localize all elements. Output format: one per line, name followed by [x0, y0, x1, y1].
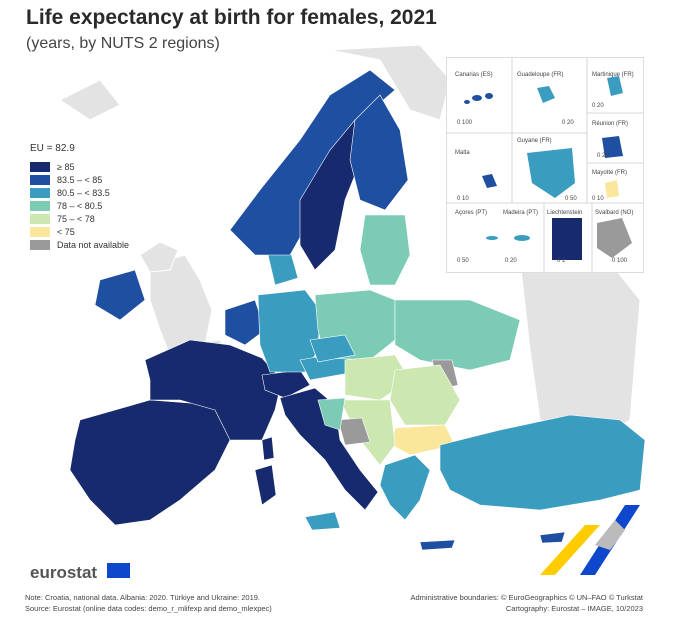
legend-swatch [30, 226, 50, 237]
inset-scale: 0 50 [457, 258, 469, 264]
inset-label-canarias: Canarias (ES) [455, 72, 493, 78]
region-corsica [261, 436, 275, 461]
legend-swatch [30, 187, 50, 198]
inset-label-mayotte: Mayotte (FR) [592, 170, 628, 176]
legend-item: 75 – < 78 [30, 212, 129, 225]
inset-label-reunion: Réunion (FR) [592, 121, 629, 127]
region-crete [419, 539, 456, 551]
legend-swatch [30, 161, 50, 172]
inset-scale: 0 10 [457, 196, 469, 202]
region-greece [379, 454, 431, 521]
eurostat-logo: eurostat [30, 563, 98, 582]
inset-label-guadeloupe: Guadeloupe (FR) [517, 72, 564, 78]
legend-label: 80.5 – < 83.5 [57, 187, 110, 198]
inset-panel: Canarias (ES) Guadeloupe (FR) Martinique… [446, 57, 644, 273]
inset-scale: 0 20 [597, 153, 609, 159]
region-czechia [309, 334, 356, 363]
inset-shapes [464, 76, 632, 260]
footer-right: Administrative boundaries: © EuroGeograp… [410, 592, 643, 614]
inset-scale: 0 1 [557, 258, 566, 264]
legend-item: ≥ 85 [30, 160, 129, 173]
eu-flag-icon [107, 563, 130, 578]
legend-swatch [30, 239, 50, 250]
footer-cartography: Cartography: Eurostat – IMAGE, 10/2023 [505, 604, 643, 613]
map-subtitle: (years, by NUTS 2 regions) [26, 35, 220, 52]
legend-label: ≥ 85 [57, 161, 75, 172]
inset-scale: 0 100 [612, 258, 628, 264]
legend-label: < 75 [57, 226, 75, 237]
legend-label: 83.5 – < 85 [57, 174, 103, 185]
inset-label-madeira: Madeira (PT) [503, 210, 539, 216]
region-benelux [224, 299, 266, 346]
inset-scale: 0 20 [505, 258, 517, 264]
region-sweden [299, 119, 366, 271]
legend-label: Data not available [57, 239, 130, 250]
legend-item: 83.5 – < 85 [30, 173, 129, 186]
legend-eu-value: EU = 82.9 [30, 143, 75, 154]
legend-label: 78 – < 80.5 [57, 200, 103, 211]
inset-label-svalbard: Svalbard (NO) [595, 210, 634, 216]
footer-left: Note: Croatia, national data. Albania: 2… [25, 592, 272, 614]
region-ukraine [394, 299, 521, 371]
inset-label-acores: Açores (PT) [455, 210, 488, 216]
legend-swatch [30, 200, 50, 211]
region-ireland [94, 269, 146, 321]
inset-label-guyane: Guyane (FR) [517, 138, 552, 144]
legend-item: 80.5 – < 83.5 [30, 186, 129, 199]
eurostat-stripes-graphic [540, 505, 640, 575]
inset-label-liechtenstein: Liechtenstein [547, 210, 583, 216]
inset-dividers [447, 58, 643, 272]
region-finland [349, 94, 409, 211]
region-iberia [69, 399, 236, 526]
legend-swatch [30, 174, 50, 185]
inset-label-malta: Malta [455, 150, 470, 156]
legend-label: 75 – < 78 [57, 213, 95, 224]
region-turkey [439, 414, 646, 511]
background-land [59, 44, 641, 441]
footer-note: Note: Croatia, national data. Albania: 2… [25, 593, 261, 602]
region-baltics [359, 214, 411, 286]
region-cyprus [539, 531, 566, 544]
inset-scale: 0 10 [592, 196, 604, 202]
inset-label-martinique: Martinique (FR) [592, 72, 634, 78]
footer-source: Source: Eurostat (online data codes: dem… [25, 604, 272, 613]
inset-scale: 0 50 [565, 196, 577, 202]
map-title: Life expectancy at birth for females, 20… [26, 6, 437, 29]
region-sicily [304, 511, 341, 531]
region-bosnia [337, 417, 371, 446]
legend-item: < 75 [30, 225, 129, 238]
inset-scale: 0 100 [457, 120, 473, 126]
legend-item: 78 – < 80.5 [30, 199, 129, 212]
legend-swatch [30, 213, 50, 224]
region-croatia [317, 397, 346, 431]
region-sardinia [254, 464, 277, 506]
legend: EU = 82.9 ≥ 85 83.5 – < 85 80.5 – < 83.5… [30, 143, 129, 251]
footer-boundaries: Administrative boundaries: © EuroGeograp… [410, 593, 643, 602]
legend-item: Data not available [30, 238, 129, 251]
inset-scale: 0 20 [562, 120, 574, 126]
inset-scale: 0 20 [592, 103, 604, 109]
